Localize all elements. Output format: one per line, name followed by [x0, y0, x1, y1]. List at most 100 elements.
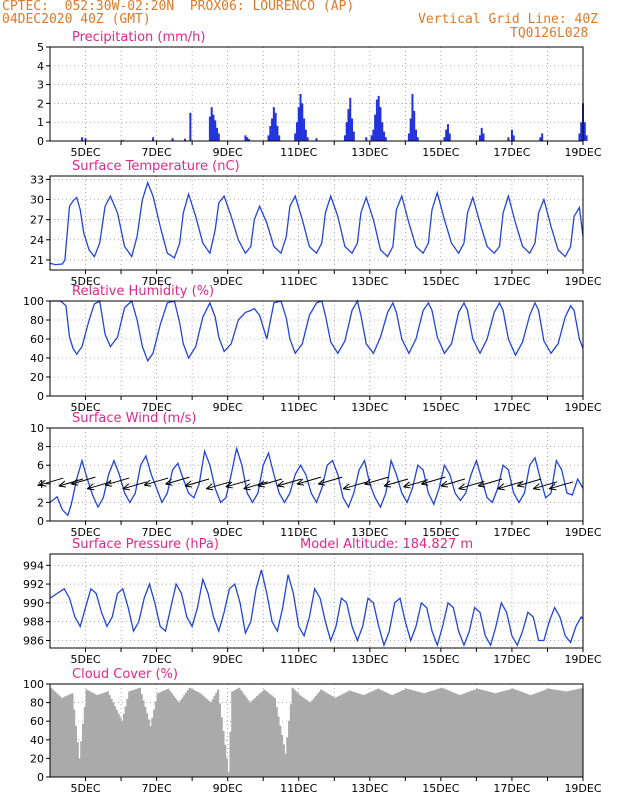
cloud-bar [151, 717, 154, 777]
x-tick-label: 5DEC [70, 526, 100, 539]
cloud-bar [227, 772, 230, 777]
temperature-line [49, 180, 584, 266]
cloud-bar [304, 698, 307, 777]
cloud-bar [135, 688, 138, 777]
x-tick-label: 17DEC [493, 146, 530, 159]
cloud-bar [55, 692, 58, 777]
cloud-bar [128, 691, 131, 777]
cloud-bar [190, 688, 193, 777]
precip-bar [374, 114, 377, 141]
y-tick-label: 994 [23, 559, 44, 572]
x-tick-label: 19DEC [564, 146, 601, 159]
wind-arrow-head [548, 483, 557, 491]
x-tick-label: 7DEC [142, 526, 172, 539]
y-tick-label: 0 [37, 390, 44, 403]
precip-bar [347, 109, 350, 141]
panel-title: Precipitation (mm/h) [72, 30, 205, 45]
cloud-bar [65, 695, 69, 777]
wind-arrow [243, 481, 268, 490]
cloud-bar [579, 688, 582, 777]
cloud-bar [321, 690, 325, 777]
cloud-bar [519, 691, 522, 777]
cloud-bar [410, 690, 413, 777]
cloud-bar [126, 698, 129, 777]
cloud-bar [243, 695, 246, 777]
cloud-bar [499, 691, 502, 777]
cloud-bar [472, 689, 476, 777]
wind-arrow-head [516, 480, 525, 488]
cloud-bar [149, 725, 152, 777]
cloud-bar [101, 693, 104, 777]
cloud-bar [272, 696, 275, 777]
x-tick-label: 17DEC [493, 526, 530, 539]
x-tick-label: 9DEC [213, 526, 243, 539]
cloud-bar [106, 691, 110, 777]
wind-arrow-head [58, 480, 66, 488]
y-tick-label: 2 [37, 97, 44, 110]
cloud-bar [488, 691, 492, 777]
y-tick-label: 80 [30, 697, 44, 710]
wind-arrow-head [86, 483, 95, 491]
cloud-bar [163, 690, 166, 777]
cloud-bar [327, 693, 330, 777]
precip-bar [409, 118, 412, 141]
precip-bar [247, 139, 250, 141]
y-tick-label: 0 [37, 515, 44, 528]
cloud-bar [391, 695, 394, 777]
precip-bar [212, 114, 215, 141]
header-grid-line: Vertical Grid Line: 40Z [418, 12, 599, 27]
cloud-bar [57, 694, 60, 777]
wind-arrow [440, 478, 465, 487]
cloud-bar [382, 691, 385, 777]
cloud-bar [323, 691, 326, 777]
cloud-bar [504, 690, 508, 777]
precip-bar [379, 107, 382, 141]
header-date: 04DEC2020 40Z (GMT) [2, 12, 151, 27]
precip-bar [370, 135, 373, 141]
cloud-bar [76, 742, 79, 777]
cloud-bar [295, 691, 298, 777]
cloud-bar [414, 690, 417, 777]
wind-arrow-head [383, 480, 392, 488]
cloud-bar [202, 696, 205, 777]
precip-bar [443, 137, 446, 141]
cloud-bar [167, 688, 170, 777]
cloud-bar [83, 706, 86, 777]
x-tick-label: 5DEC [70, 146, 100, 159]
precip-bar [244, 135, 247, 141]
wind-arrow-head [532, 483, 541, 491]
cloud-bar [549, 688, 552, 777]
wind-arrow-head [296, 478, 305, 486]
cloud-bar [67, 694, 70, 777]
cloud-bar [426, 692, 429, 777]
wind-arrow [497, 481, 522, 490]
cloud-bar [447, 690, 451, 777]
cloud-bar [330, 695, 333, 777]
cloud-bar [437, 688, 440, 777]
cloud-bar [286, 737, 289, 777]
cloud-bar [158, 692, 161, 777]
header-station: CPTEC: 052:30W-02:20N PROX06: LOURENCO (… [2, 0, 355, 14]
cloud-bar [121, 721, 124, 777]
cloud-bar [140, 694, 143, 777]
wind-arrow [478, 478, 503, 487]
cloud-bar [487, 691, 490, 777]
wind-arrow [296, 476, 322, 485]
cloud-bar [398, 691, 401, 777]
cloud-bar [275, 707, 278, 777]
cloud-bar [64, 696, 67, 777]
y-tick-label: 3 [37, 79, 44, 92]
wind-arrow [104, 477, 130, 486]
cloud-bar [124, 706, 127, 777]
precip-bar [246, 137, 249, 141]
cloud-bar [160, 691, 163, 777]
cloud-bar [510, 689, 513, 777]
cloud-bar [428, 691, 431, 777]
cloud-bar [513, 689, 516, 777]
precip-bar [349, 97, 352, 141]
panel-title: Surface Pressure (hPa) [72, 537, 219, 552]
cloud-bar [339, 695, 342, 777]
wind-arrow [318, 476, 343, 485]
cloud-bar [218, 703, 221, 777]
